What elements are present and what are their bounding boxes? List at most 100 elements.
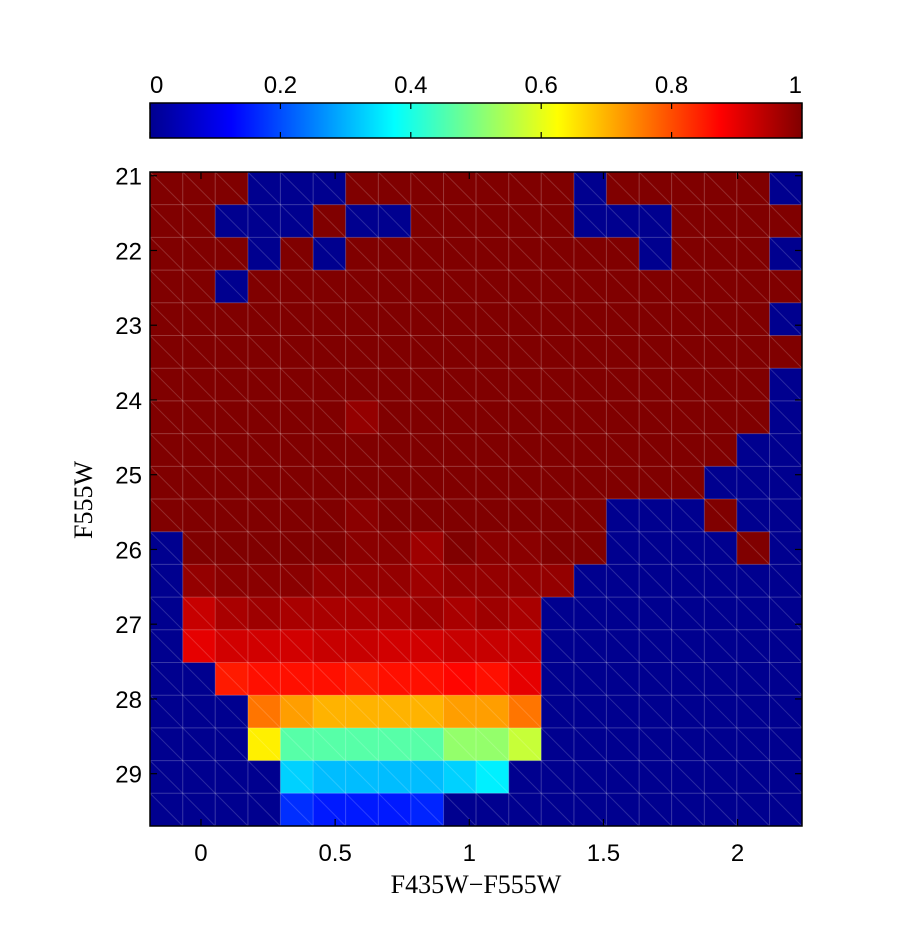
mesh-diagonal [280,171,314,206]
mesh-diagonal [769,629,803,663]
heatmap-cell [378,433,412,467]
heatmap-cell [639,270,673,304]
heatmap-cell [378,531,412,565]
heatmap-cell [345,499,379,533]
heatmap-cell [639,433,673,467]
heatmap-cell [443,400,477,435]
mesh-diagonal [703,629,738,663]
mesh-diagonal [573,498,607,533]
mesh-diagonal [475,531,510,565]
heatmap-cell [704,302,738,336]
heatmap-cell [769,727,803,762]
mesh-diagonal [769,433,803,467]
heatmap-cell [410,172,445,206]
mesh-diagonal [508,335,542,369]
heatmap-cell [443,531,477,565]
heatmap-cell [182,793,216,827]
mesh-diagonal [410,760,444,794]
heatmap-cell [150,662,184,696]
heatmap-cell [215,597,249,631]
mesh-diagonal [573,727,607,761]
mesh-diagonal [345,596,379,631]
mesh-diagonal [312,662,346,696]
mesh-diagonal [671,171,705,206]
mesh-diagonal [638,433,672,467]
mesh-diagonal [475,433,510,467]
heatmap-cell [410,204,445,238]
heatmap-cell [280,760,314,794]
mesh-diagonal [703,662,738,696]
heatmap-cell [476,597,510,631]
mesh-diagonal [410,367,444,402]
mesh-diagonal [214,171,249,206]
mesh-diagonal [443,400,477,434]
heatmap-cell [443,760,477,794]
heatmap-cell [736,793,771,827]
heatmap-cell [247,531,281,565]
heatmap-cell [476,662,510,696]
x-tick-label: 2 [731,840,744,867]
mesh-diagonal [540,727,575,761]
mesh-diagonal [540,629,575,663]
heatmap-cell [378,564,412,598]
heatmap-cell [639,302,673,336]
mesh-diagonal [606,498,640,533]
heatmap-cell [150,433,184,467]
heatmap-cell [704,400,738,435]
mesh-diagonal [182,204,216,238]
mesh-diagonal [182,760,216,794]
heatmap-cell [736,727,771,762]
heatmap-cell [736,172,771,206]
heatmap-cell [410,499,445,533]
heatmap-cell [313,368,347,402]
mesh-diagonal [606,171,640,206]
mesh-diagonal [475,367,510,402]
mesh-diagonal [540,498,575,533]
mesh-diagonal [475,629,510,663]
heatmap-cell [410,302,445,336]
mesh-diagonal [573,367,607,402]
heatmap-cell [639,172,673,206]
mesh-diagonal [377,335,412,369]
mesh-diagonal [736,433,770,467]
mesh-diagonal [280,269,314,304]
mesh-diagonal [475,792,510,827]
mesh-diagonal [345,269,379,304]
mesh-diagonal [671,760,705,794]
mesh-diagonal [312,792,346,827]
heatmap-mesh [149,171,803,827]
mesh-diagonal [443,367,477,402]
heatmap-cell [671,564,705,598]
heatmap-cell [182,531,216,565]
heatmap-cell [280,237,314,271]
heatmap-cell [573,760,607,794]
x-axis-label: F435W−F555W [391,870,562,899]
mesh-diagonal [149,760,184,794]
mesh-diagonal [247,171,281,206]
mesh-diagonal [540,564,575,598]
heatmap-cell [769,270,803,304]
heatmap-cell [150,400,184,435]
heatmap-cell [573,204,607,238]
heatmap-cell [639,400,673,435]
y-axis-ticks: 21 22 23 24 25 26 27 28 29 [115,164,802,789]
y-axis-label: F555W [69,461,98,539]
heatmap-cell [704,760,738,794]
mesh-diagonal [410,465,444,500]
heatmap-cell [443,237,477,271]
mesh-diagonal [508,433,542,467]
heatmap-cell [215,531,249,565]
heatmap-cell [410,400,445,435]
mesh-diagonal [149,302,184,336]
mesh-diagonal [736,662,770,696]
heatmap-cell [443,695,477,729]
mesh-diagonal [345,204,379,238]
heatmap-cell [378,499,412,533]
heatmap-cell [182,597,216,631]
heatmap-cell [443,270,477,304]
heatmap-cell [247,629,281,664]
mesh-diagonal [540,269,575,304]
mesh-diagonal [182,792,216,827]
mesh-diagonal [345,662,379,696]
